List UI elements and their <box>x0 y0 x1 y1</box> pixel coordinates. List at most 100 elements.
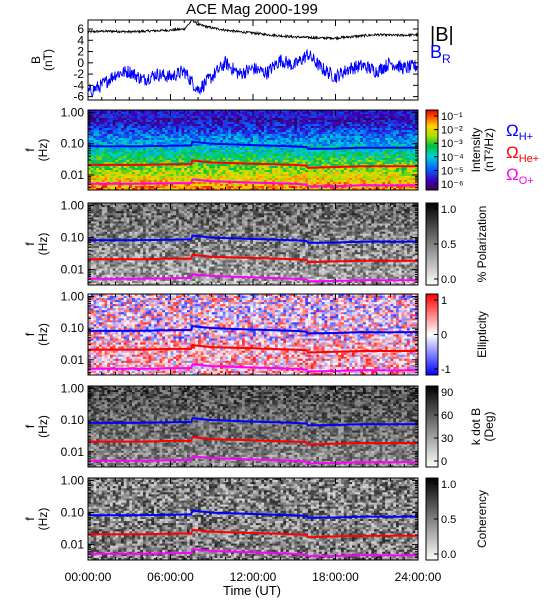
heatmap-cell <box>203 118 207 121</box>
heatmap-cell <box>233 168 237 171</box>
heatmap-cell <box>261 166 265 169</box>
heatmap-cell <box>121 156 125 159</box>
heatmap-cell <box>280 132 284 135</box>
heatmap-cell <box>132 158 136 161</box>
heatmap-cell <box>302 140 306 143</box>
heatmap-cell <box>203 122 207 125</box>
heatmap-cell <box>316 154 320 157</box>
heatmap-cell <box>363 112 367 115</box>
heatmap-cell <box>156 166 160 169</box>
heatmap-cell <box>123 128 127 131</box>
heatmap-cell <box>104 134 108 137</box>
heatmap-cell <box>390 128 394 131</box>
heatmap-cell <box>247 170 251 173</box>
heatmap-cell <box>310 114 314 117</box>
heatmap-cell <box>288 122 292 125</box>
heatmap-cell <box>170 170 174 173</box>
heatmap-cell <box>126 158 130 161</box>
heatmap-cell <box>242 136 246 139</box>
heatmap-cell <box>302 130 306 133</box>
heatmap-cell <box>258 128 262 131</box>
heatmap-cell <box>90 154 94 157</box>
heatmap-cell <box>181 134 185 137</box>
heatmap-cell <box>264 156 268 159</box>
heatmap-cell <box>387 160 391 163</box>
heatmap-cell <box>269 126 273 129</box>
heatmap-cell <box>214 158 218 161</box>
heatmap-cell <box>143 168 147 171</box>
heatmap-cell <box>101 120 105 123</box>
heatmap-cell <box>291 160 295 163</box>
heatmap-cell <box>321 136 325 139</box>
heatmap-cell <box>396 130 400 133</box>
heatmap-cell <box>288 132 292 135</box>
heatmap-cell <box>101 112 105 115</box>
heatmap-cell <box>288 162 292 165</box>
heatmap-cell <box>231 122 235 125</box>
heatmap-cell <box>211 120 215 123</box>
heatmap-cell <box>343 158 347 161</box>
heatmap-cell <box>233 160 237 163</box>
heatmap-cell <box>181 166 185 169</box>
heatmap-cell <box>101 110 105 113</box>
heatmap-cell <box>283 140 287 143</box>
heatmap-cell <box>162 112 166 115</box>
heatmap-cell <box>368 120 372 123</box>
heatmap-cell <box>170 148 174 151</box>
heatmap-cell <box>159 130 163 133</box>
heatmap-cell <box>415 162 419 165</box>
heatmap-cell <box>275 134 279 137</box>
heatmap-cell <box>401 122 405 125</box>
heatmap-cell <box>167 138 171 141</box>
heatmap-cell <box>379 170 383 173</box>
heatmap-cell <box>225 116 229 119</box>
heatmap-cell <box>88 168 92 171</box>
heatmap-cell <box>143 118 147 121</box>
heatmap-cell <box>126 138 130 141</box>
heatmap-cell <box>346 140 350 143</box>
heatmap-cell <box>206 136 210 139</box>
heatmap-cell <box>167 134 171 137</box>
heatmap-cell <box>321 146 325 149</box>
heatmap-cell <box>110 172 114 175</box>
heatmap-cell <box>291 138 295 141</box>
heatmap-cell <box>327 136 331 139</box>
heatmap-cell <box>203 138 207 141</box>
heatmap-cell <box>244 164 248 167</box>
heatmap-cell <box>206 114 210 117</box>
heatmap-cell <box>225 134 229 137</box>
heatmap-cell <box>272 124 276 127</box>
heatmap-cell <box>200 166 204 169</box>
heatmap-cell <box>319 144 323 147</box>
heatmap-cell <box>250 164 254 167</box>
heatmap-cell <box>368 132 372 135</box>
heatmap-cell <box>269 152 273 155</box>
heatmap-cell <box>198 128 202 131</box>
heatmap-cell <box>231 132 235 135</box>
heatmap-cell <box>269 124 273 127</box>
heatmap-cell <box>206 146 210 149</box>
heatmap-cell <box>275 142 279 145</box>
heatmap-cell <box>107 144 111 147</box>
heatmap-cell <box>242 120 246 123</box>
heatmap-cell <box>236 148 240 151</box>
heatmap-cell <box>148 148 152 151</box>
heatmap-cell <box>255 160 259 163</box>
heatmap-cell <box>316 144 320 147</box>
heatmap-cell <box>137 144 141 147</box>
heatmap-cell <box>346 136 350 139</box>
heatmap-cell <box>236 136 240 139</box>
heatmap-cell <box>374 130 378 133</box>
heatmap-cell <box>209 148 213 151</box>
heatmap-cell <box>354 160 358 163</box>
heatmap-cell <box>236 132 240 135</box>
heatmap-cell <box>156 158 160 161</box>
heatmap-cell <box>261 110 265 113</box>
heatmap-cell <box>343 130 347 133</box>
heatmap-cell <box>264 122 268 125</box>
heatmap-cell <box>261 148 265 151</box>
heatmap-cell <box>225 170 229 173</box>
heatmap-cell <box>396 162 400 165</box>
heatmap-cell <box>173 120 177 123</box>
heatmap-cell <box>239 148 243 151</box>
